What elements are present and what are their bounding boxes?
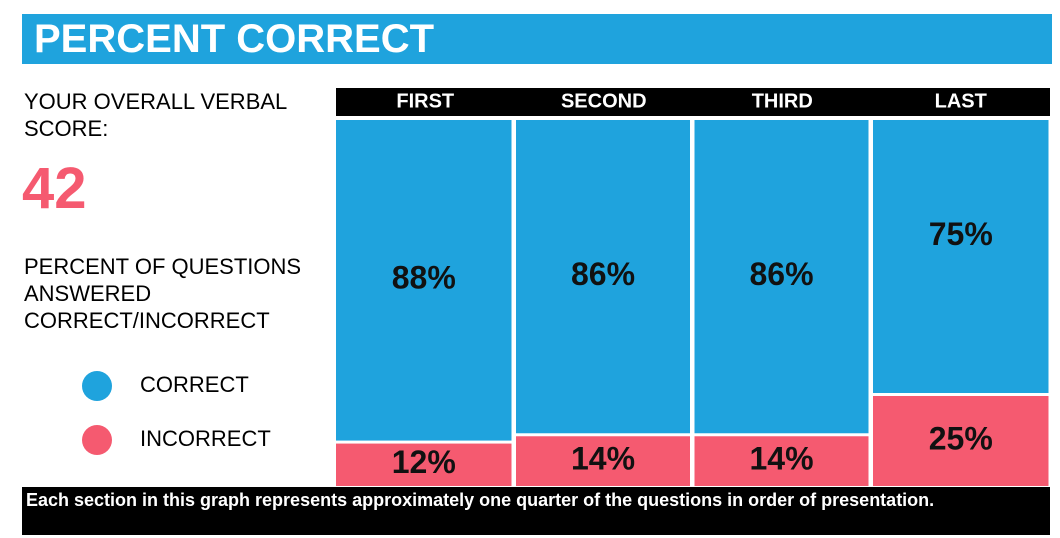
bar-segment bbox=[336, 443, 512, 486]
score-label: YOUR OVERALL VERBAL SCORE: bbox=[24, 89, 287, 141]
x-tick-label: LAST bbox=[935, 90, 987, 112]
description: PERCENT OF QUESTIONS ANSWERED CORRECT/IN… bbox=[24, 254, 302, 333]
chart-title: PERCENT CORRECT bbox=[22, 14, 1052, 64]
x-tick-label: SECOND bbox=[561, 90, 647, 112]
data-label: 75% bbox=[929, 216, 993, 252]
x-tick-label: THIRD bbox=[752, 90, 813, 112]
bar-segment bbox=[873, 120, 1049, 393]
data-label: 25% bbox=[929, 420, 993, 456]
data-label: 14% bbox=[749, 441, 813, 477]
column-header-bar bbox=[336, 88, 1050, 116]
legend-label: CORRECT bbox=[140, 372, 249, 397]
data-label: 88% bbox=[392, 260, 456, 296]
bar-segment bbox=[873, 396, 1049, 486]
legend-swatch bbox=[82, 425, 112, 455]
bar-segment bbox=[694, 436, 869, 486]
data-label: 86% bbox=[749, 256, 813, 292]
legend-label: INCORRECT bbox=[140, 426, 271, 451]
footnote: Each section in this graph represents ap… bbox=[22, 487, 1050, 535]
bar-segment bbox=[336, 120, 512, 441]
data-label: 12% bbox=[392, 444, 456, 480]
data-label: 86% bbox=[571, 256, 635, 292]
score: 42 bbox=[22, 156, 87, 221]
bar-segment bbox=[694, 120, 869, 434]
bar-segment bbox=[516, 436, 690, 486]
data-label: 14% bbox=[571, 441, 635, 477]
legend-swatch bbox=[82, 371, 112, 401]
x-tick-label: FIRST bbox=[396, 90, 454, 112]
bar-segment bbox=[516, 120, 690, 434]
